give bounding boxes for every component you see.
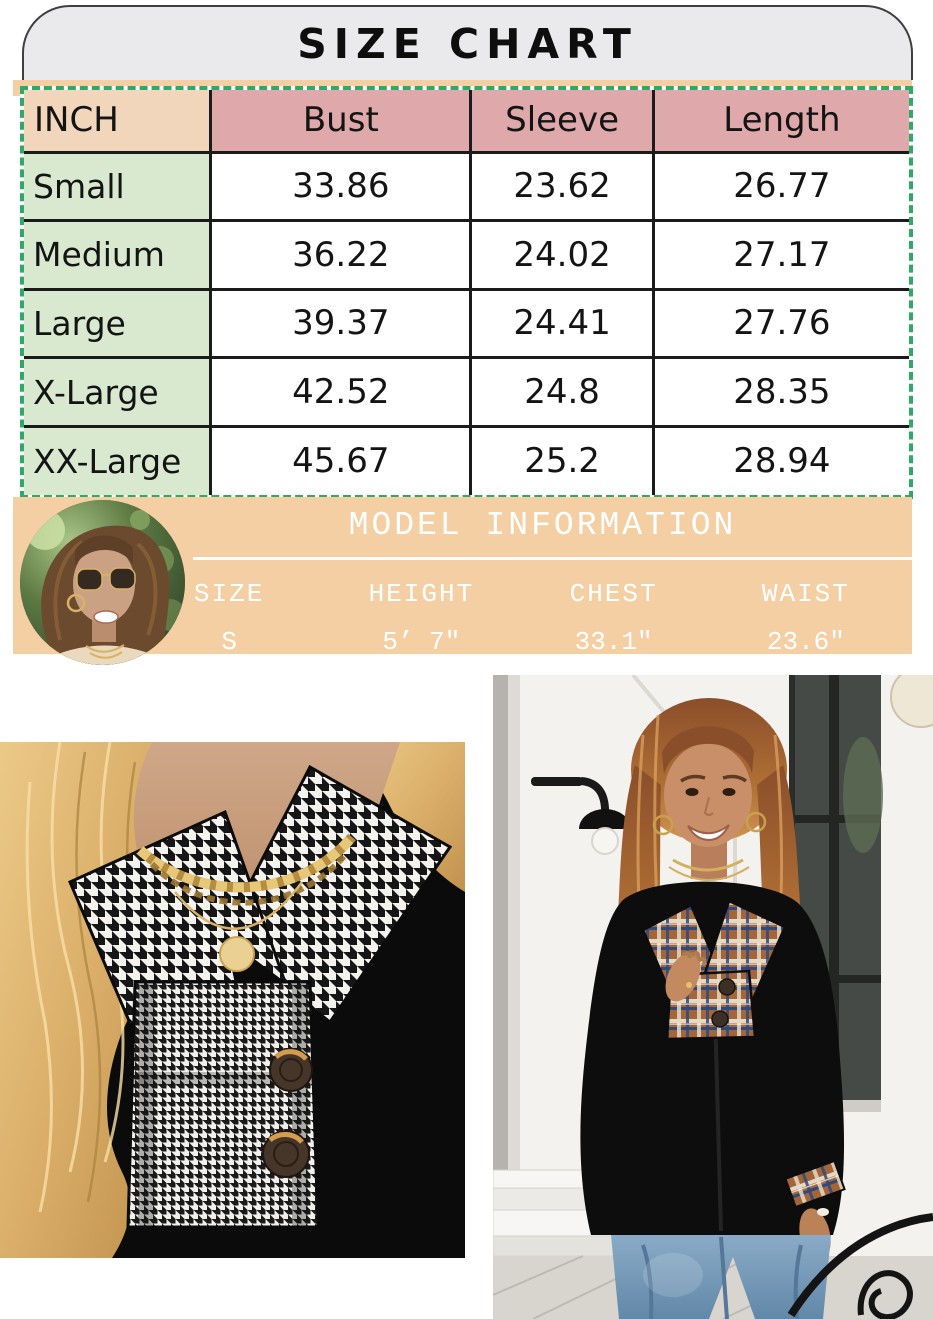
model-info-title: MODEL INFORMATION [348,507,737,544]
iron-railing [787,1213,933,1319]
length-cell: 28.35 [651,356,911,428]
size-label-cell: XX-Large [22,424,213,497]
length-cell: 27.17 [651,219,911,291]
size-label-cell: Small [22,150,213,223]
closeup-illustration [0,742,465,1258]
model-info-grid: SIZE HEIGHT CHEST WAIST S 5’ 7" 33.1" 23… [133,569,902,657]
page-title: SIZE CHART [297,19,638,68]
size-chart-table: INCH Bust Sleeve Length Small 33.86 23.6… [22,88,911,497]
model-avatar-photo [20,500,185,665]
sleeve-cell: 24.41 [469,287,655,360]
length-cell: 27.76 [651,287,911,360]
chest-label: CHEST [569,579,658,609]
length-cell: 28.94 [651,424,911,497]
size-label-cell: Large [22,287,213,360]
title-panel: SIZE CHART [22,5,913,80]
size-label-cell: Medium [22,219,213,291]
gold-necklace [136,833,356,972]
table-row: XX-Large 45.67 25.2 28.94 [22,424,911,497]
table-row: X-Large 42.52 24.8 28.35 [22,356,911,428]
bust-cell: 45.67 [209,424,473,497]
divider-line [193,557,912,560]
table-header-row: INCH Bust Sleeve Length [22,88,911,154]
length-cell: 26.77 [651,150,911,223]
sleeve-header-cell: Sleeve [469,88,655,154]
bust-cell: 33.86 [209,150,473,223]
length-header-cell: Length [651,88,911,154]
height-label: HEIGHT [368,579,475,609]
size-value: S [221,627,237,657]
model-figure [580,698,846,1319]
waist-label: WAIST [761,579,850,609]
button-icon [262,1130,310,1178]
sunglasses-icon [76,567,136,591]
model-wearing-photo [493,675,933,1319]
bust-cell: 36.22 [209,219,473,291]
product-closeup-photo [0,742,465,1258]
table-row: Small 33.86 23.62 26.77 [22,150,911,223]
table-row: Medium 36.22 24.02 27.17 [22,219,911,291]
table-row: Large 39.37 24.41 27.76 [22,287,911,360]
size-label-cell: X-Large [22,356,213,428]
model-illustration [493,675,933,1319]
sleeve-cell: 24.8 [469,356,655,428]
bust-header-cell: Bust [209,88,473,154]
bust-cell: 42.52 [209,356,473,428]
height-value: 5’ 7" [382,627,461,657]
lantern-icon [890,675,933,728]
avatar-illustration [20,500,185,665]
sleeve-cell: 25.2 [469,424,655,497]
size-label: SIZE [193,579,265,609]
button-icon [269,1048,313,1092]
waist-value: 23.6" [766,627,845,657]
chest-value: 33.1" [574,627,653,657]
size-table-frame: INCH Bust Sleeve Length Small 33.86 23.6… [20,86,913,499]
sleeve-cell: 24.02 [469,219,655,291]
wall-sconce-icon [531,777,631,855]
unit-header-cell: INCH [22,88,213,154]
bust-cell: 39.37 [209,287,473,360]
sleeve-cell: 23.62 [469,150,655,223]
